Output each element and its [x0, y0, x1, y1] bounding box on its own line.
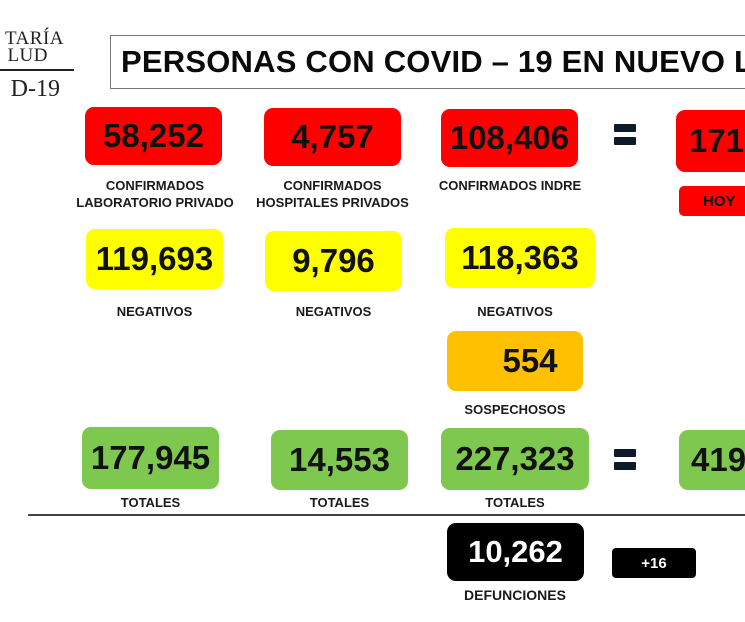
logo-text-line3: D-19 [10, 76, 60, 102]
negatives-hospitales-label: NEGATIVOS [295, 304, 372, 319]
negatives-indre-box: 118,363 [445, 228, 595, 288]
negatives-hospitales-value: 9,796 [292, 242, 375, 279]
deaths-box: 10,262 [447, 523, 584, 581]
negatives-lab-privado-value: 119,693 [95, 240, 214, 277]
grand-total-value: 419 [691, 441, 745, 478]
confirmed-hospitales-value: 4,757 [291, 118, 374, 155]
confirmed-indre-value: 108,406 [449, 119, 570, 156]
totals-lab-privado-value: 177,945 [90, 439, 211, 476]
deaths-value: 10,262 [468, 534, 563, 569]
confirmed-lab-privado-label: CONFIRMADOS LABORATORIO PRIVADO [76, 178, 234, 210]
title-banner: PERSONAS CON COVID – 19 EN NUEVO LEÓN [110, 35, 745, 89]
negatives-lab-privado-box: 119,693 [86, 229, 223, 289]
confirmed-lab-privado-value: 58,252 [103, 117, 204, 154]
confirmed-lab-privado-box: 58,252 [85, 107, 222, 165]
totals-indre-label: TOTALES [485, 495, 545, 510]
equals-icon [614, 124, 636, 150]
confirmed-indre-box: 108,406 [441, 109, 578, 167]
confirmed-total-value: 171 [689, 122, 745, 159]
confirmed-total-box: 171 [676, 110, 745, 172]
totals-lab-privado-label: TOTALES [120, 495, 181, 510]
negatives-indre-label: NEGATIVOS [477, 304, 553, 319]
confirmed-indre-label: CONFIRMADOS INDRE [438, 178, 582, 193]
section-divider [28, 514, 745, 516]
logo-text-line2: LUD [7, 45, 48, 66]
deaths-label: DEFUNCIONES [464, 587, 566, 603]
grand-total-box: 419 [679, 430, 745, 490]
deaths-delta-value: +16 [641, 554, 667, 572]
negatives-hospitales-box: 9,796 [265, 231, 402, 291]
page-title: PERSONAS CON COVID – 19 EN NUEVO LEÓN [121, 44, 745, 79]
logo-text-line1: TARÍA [4, 28, 64, 49]
suspects-label: SOSPECHOSOS [464, 402, 566, 417]
suspects-box: 554 [447, 331, 583, 391]
negatives-indre-value: 118,363 [461, 239, 579, 276]
totals-indre-box: 227,323 [441, 428, 589, 490]
equals-icon [614, 449, 636, 475]
totals-hospitales-label: TOTALES [309, 495, 370, 510]
totals-indre-value: 227,323 [455, 440, 575, 477]
negatives-lab-privado-label: NEGATIVOS [116, 304, 193, 319]
confirmed-hospitales-box: 4,757 [264, 108, 401, 166]
hoy-badge: HOY [679, 186, 745, 216]
totals-hospitales-box: 14,553 [271, 430, 408, 490]
suspects-value: 554 [502, 342, 558, 379]
deaths-delta-badge: +16 [612, 548, 696, 578]
confirmed-hospitales-label: CONFIRMADOS HOSPITALES PRIVADOS [256, 178, 409, 210]
totals-lab-privado-box: 177,945 [82, 427, 219, 489]
totals-hospitales-value: 14,553 [289, 441, 390, 478]
logo-divider [0, 69, 74, 71]
